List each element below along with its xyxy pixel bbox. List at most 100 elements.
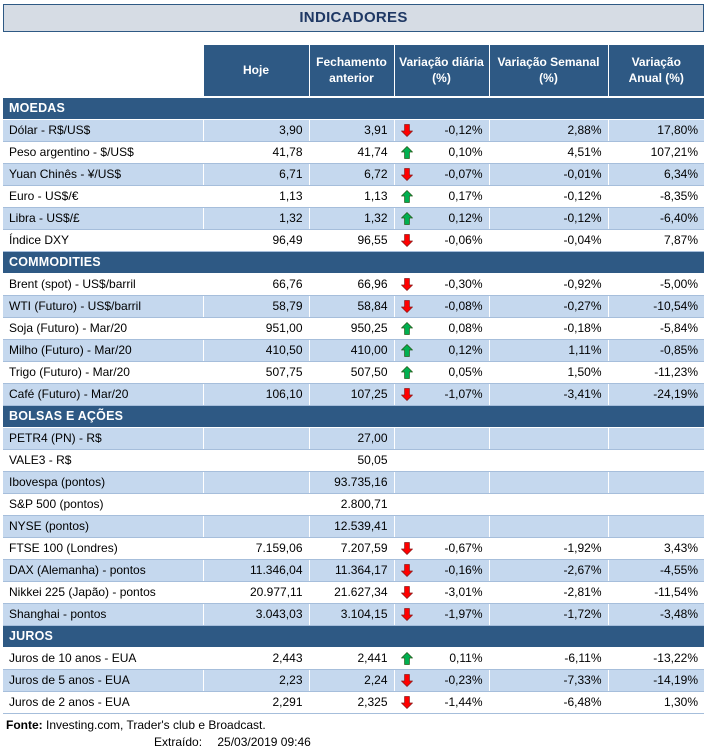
- weekly-change-value: 2,88%: [488, 119, 608, 142]
- header-variacao-anual: Variação Anual (%): [607, 45, 704, 98]
- previous-close-value: 6,72: [308, 163, 394, 186]
- indicator-label: Shanghai - pontos: [3, 603, 203, 626]
- today-value: [202, 427, 309, 450]
- table-row: Soja (Futuro) - Mar/20 951,00 950,25 0,0…: [3, 317, 704, 340]
- indicator-label: Trigo (Futuro) - Mar/20: [3, 361, 203, 384]
- annual-change-value: -4,55%: [607, 559, 704, 582]
- header-blank-cell: [3, 45, 203, 97]
- table-row: Índice DXY 96,49 96,55 -0,06% -0,04% 7,8…: [3, 229, 704, 252]
- previous-close-value: 507,50: [308, 361, 394, 384]
- daily-change-value: -1,44%: [444, 695, 483, 709]
- table-row: VALE3 - R$ 50,05: [3, 449, 704, 472]
- down-arrow-icon: [400, 607, 413, 621]
- daily-change-cell: [393, 515, 489, 538]
- annual-change-value: 1,30%: [607, 691, 704, 714]
- weekly-change-value: -1,92%: [488, 537, 608, 560]
- up-arrow-icon: [400, 651, 413, 665]
- daily-change-value: -1,97%: [444, 607, 483, 621]
- today-value: 507,75: [202, 361, 309, 384]
- down-arrow-icon: [400, 233, 413, 247]
- annual-change-value: -3,48%: [607, 603, 704, 626]
- today-value: 20.977,11: [202, 581, 309, 604]
- section-header: COMMODITIES: [3, 250, 704, 274]
- table-row: Libra - US$/£ 1,32 1,32 0,12% -0,12% -6,…: [3, 207, 704, 230]
- annual-change-value: -11,54%: [607, 581, 704, 604]
- indicator-label: Brent (spot) - US$/barril: [3, 273, 203, 296]
- previous-close-value: 66,96: [308, 273, 394, 296]
- daily-change-cell: [393, 493, 489, 516]
- annual-change-value: -24,19%: [607, 383, 704, 406]
- annual-change-value: -5,00%: [607, 273, 704, 296]
- previous-close-value: 950,25: [308, 317, 394, 340]
- indicator-label: Juros de 2 anos - EUA: [3, 691, 203, 714]
- trend-arrow: [400, 651, 414, 665]
- trend-arrow: [400, 343, 414, 357]
- table-row: S&P 500 (pontos) 2.800,71: [3, 493, 704, 516]
- trend-arrow: [400, 585, 414, 599]
- annual-change-value: [607, 449, 704, 472]
- daily-change-cell: 0,11%: [393, 647, 489, 670]
- daily-change-cell: -0,08%: [393, 295, 489, 318]
- daily-change-cell: -0,30%: [393, 273, 489, 296]
- trend-arrow: [401, 498, 414, 511]
- indicator-label: PETR4 (PN) - R$: [3, 427, 203, 450]
- up-arrow-icon: [400, 189, 413, 203]
- indicator-label: Milho (Futuro) - Mar/20: [3, 339, 203, 362]
- indicator-label: Soja (Futuro) - Mar/20: [3, 317, 203, 340]
- previous-close-value: 2,24: [308, 669, 394, 692]
- indicators-table: Hoje Fechamento anterior Variação diária…: [3, 45, 704, 714]
- daily-change-cell: 0,08%: [393, 317, 489, 340]
- trend-arrow: [400, 233, 414, 247]
- indicator-label: Café (Futuro) - Mar/20: [3, 383, 203, 406]
- annual-change-value: 107,21%: [607, 141, 704, 164]
- annual-change-value: 17,80%: [607, 119, 704, 142]
- table-row: Yuan Chinês - ¥/US$ 6,71 6,72 -0,07% -0,…: [3, 163, 704, 186]
- table-row: Euro - US$/€ 1,13 1,13 0,17% -0,12% -8,3…: [3, 185, 704, 208]
- today-value: [202, 449, 309, 472]
- today-value: 66,76: [202, 273, 309, 296]
- today-value: 3.043,03: [202, 603, 309, 626]
- trend-arrow: [400, 365, 414, 379]
- table-body: MOEDAS Dólar - R$/US$ 3,90 3,91 -0,12% 2…: [3, 96, 704, 714]
- daily-change-cell: -1,97%: [393, 603, 489, 626]
- previous-close-value: 96,55: [308, 229, 394, 252]
- daily-change-value: -0,16%: [444, 563, 483, 577]
- weekly-change-value: -3,41%: [488, 383, 608, 406]
- indicator-label: DAX (Alemanha) - pontos: [3, 559, 203, 582]
- down-arrow-icon: [400, 673, 413, 687]
- table-row: FTSE 100 (Londres) 7.159,06 7.207,59 -0,…: [3, 537, 704, 560]
- today-value: 2,23: [202, 669, 309, 692]
- today-value: 2,291: [202, 691, 309, 714]
- today-value: 410,50: [202, 339, 309, 362]
- daily-change-value: -0,06%: [444, 233, 483, 247]
- previous-close-value: 7.207,59: [308, 537, 394, 560]
- table-row: Trigo (Futuro) - Mar/20 507,75 507,50 0,…: [3, 361, 704, 384]
- footer: Fonte: Investing.com, Trader's club e Br…: [3, 714, 704, 751]
- daily-change-cell: 0,17%: [393, 185, 489, 208]
- table-row: Milho (Futuro) - Mar/20 410,50 410,00 0,…: [3, 339, 704, 362]
- table-row: Dólar - R$/US$ 3,90 3,91 -0,12% 2,88% 17…: [3, 119, 704, 142]
- daily-change-value: -0,67%: [444, 541, 483, 555]
- previous-close-value: 50,05: [308, 449, 394, 472]
- trend-arrow: [401, 432, 414, 445]
- previous-close-value: 2.800,71: [308, 493, 394, 516]
- trend-arrow: [401, 454, 414, 467]
- weekly-change-value: -1,72%: [488, 603, 608, 626]
- extracted-value: 25/03/2019 09:46: [217, 735, 311, 750]
- previous-close-value: 41,74: [308, 141, 394, 164]
- daily-change-cell: -0,67%: [393, 537, 489, 560]
- header-row: Hoje Fechamento anterior Variação diária…: [3, 45, 704, 98]
- daily-change-cell: 0,05%: [393, 361, 489, 384]
- daily-change-value: 0,12%: [448, 343, 483, 357]
- header-hoje: Hoje: [202, 45, 309, 98]
- annual-change-value: -8,35%: [607, 185, 704, 208]
- weekly-change-value: -2,81%: [488, 581, 608, 604]
- section-header-row: BOLSAS E AÇÕES: [3, 404, 704, 428]
- annual-change-value: 6,34%: [607, 163, 704, 186]
- indicator-label: Ibovespa (pontos): [3, 471, 203, 494]
- daily-change-value: -3,01%: [444, 585, 483, 599]
- annual-change-value: 7,87%: [607, 229, 704, 252]
- table-row: Juros de 5 anos - EUA 2,23 2,24 -0,23% -…: [3, 669, 704, 692]
- trend-arrow: [400, 321, 414, 335]
- daily-change-cell: -0,07%: [393, 163, 489, 186]
